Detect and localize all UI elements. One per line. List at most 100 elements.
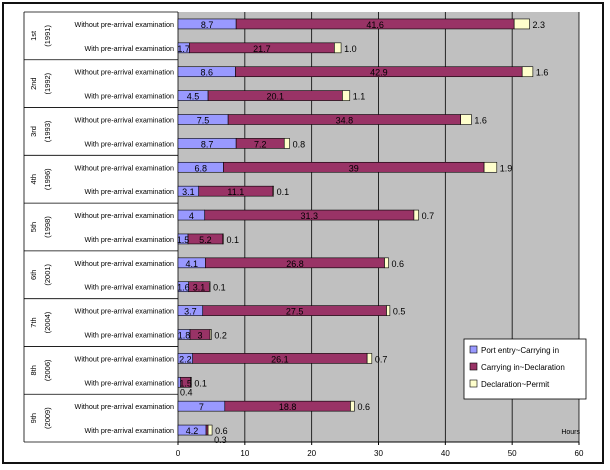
category-label: With pre-arrival examination	[85, 378, 174, 387]
x-tick-label: 60	[575, 449, 584, 458]
value-label: 1.5	[177, 235, 190, 245]
category-label: Without pre-arrival examination	[75, 116, 174, 125]
category-label: With pre-arrival examination	[85, 92, 174, 101]
value-label: 0.6	[357, 402, 370, 412]
value-label: 0.1	[277, 187, 290, 197]
x-axis-label: Hours	[561, 429, 580, 436]
value-label: 7.5	[197, 116, 210, 126]
legend-swatch	[469, 362, 478, 371]
legend-swatch	[469, 379, 478, 388]
value-label: 1.9	[500, 163, 513, 173]
value-label: 0.2	[214, 331, 227, 341]
value-label: 1.6	[474, 116, 487, 126]
group-survey-label: 2nd	[29, 77, 38, 90]
value-label: 2.2	[179, 354, 192, 364]
legend-swatch	[469, 345, 478, 354]
category-label: Without pre-arrival examination	[75, 307, 174, 316]
value-label: 0.7	[422, 211, 435, 221]
category-label: Without pre-arrival examination	[75, 402, 174, 411]
value-label: 5.2	[199, 235, 212, 245]
bar-segment	[513, 18, 530, 30]
value-label: 4.1	[185, 259, 198, 269]
bar-segment	[413, 209, 419, 221]
category-label: Without pre-arrival examination	[75, 163, 174, 172]
value-label: 2.3	[533, 20, 546, 30]
group-survey-label: 7th	[29, 317, 38, 327]
category-label: With pre-arrival examination	[85, 187, 174, 196]
value-label: 7.2	[254, 139, 267, 149]
legend-box	[463, 338, 587, 400]
value-label: 21.7	[253, 44, 271, 54]
group-labels: 1st (1991) 2nd (1992) 3rd (1993) 4th (1996) 5th (…	[29, 25, 52, 429]
x-tick-label: 40	[441, 449, 450, 458]
group-survey-label: 8th	[29, 365, 38, 375]
bar-segment	[366, 353, 373, 364]
group-year-label: (2009)	[43, 407, 52, 429]
group-survey-label: 4th	[29, 174, 38, 184]
value-label: 1.6	[536, 68, 549, 78]
value-label: 0.1	[213, 283, 226, 293]
x-tick-label: 50	[508, 449, 517, 458]
bar-segment	[521, 66, 534, 78]
x-tick-label: 30	[374, 449, 383, 458]
group-year-label: (1993)	[43, 120, 52, 142]
category-label: With pre-arrival examination	[85, 235, 174, 244]
value-label: 1.7	[177, 44, 190, 54]
bar-segment	[350, 400, 355, 412]
value-label: 42.9	[370, 68, 388, 78]
value-label: 8.6	[200, 68, 213, 78]
legend-label: Carrying in~Declaration	[481, 363, 565, 372]
group-year-label: (1998)	[43, 216, 52, 238]
value-label: 1.1	[353, 92, 366, 102]
bar-segment	[342, 90, 351, 101]
group-year-label: (2004)	[43, 311, 52, 333]
bar-segment	[334, 42, 342, 54]
value-label: 0.7	[375, 354, 388, 364]
value-label: 39	[349, 163, 359, 173]
bar-segment	[209, 329, 212, 340]
bar-segment	[222, 233, 224, 245]
group-year-label: (2001)	[43, 263, 52, 285]
x-tick-label: 10	[240, 449, 249, 458]
group-year-label: (1991)	[43, 25, 52, 47]
bar-segment	[283, 138, 290, 149]
group-survey-label: 3rd	[29, 126, 38, 137]
bar-segment	[209, 281, 211, 293]
value-label: 27.5	[286, 307, 304, 317]
value-label: 1.0	[344, 44, 357, 54]
bar-segment	[483, 161, 498, 173]
category-label: Without pre-arrival examination	[75, 354, 174, 363]
value-label: 34.8	[336, 116, 354, 126]
stacked-bar-chart: Without pre-arrival examination With pre-…	[23, 11, 587, 458]
group-year-label: (2006)	[43, 359, 52, 381]
value-label: 0.6	[392, 259, 405, 269]
value-label: 26.1	[271, 354, 289, 364]
category-label: Without pre-arrival examination	[75, 211, 174, 220]
value-label: 3.7	[184, 307, 197, 317]
bars	[177, 18, 534, 436]
group-survey-label: 9th	[29, 413, 38, 423]
group-year-label: (1992)	[43, 72, 52, 94]
value-label: 41.6	[366, 20, 384, 30]
bar-segment	[386, 305, 391, 316]
bar-segment	[190, 376, 192, 388]
value-label: 0.8	[293, 139, 306, 149]
group-dividers	[23, 11, 178, 443]
value-label: 11.1	[227, 187, 244, 197]
bar-segment	[272, 185, 274, 197]
group-survey-label: 6th	[29, 270, 38, 280]
category-label: With pre-arrival examination	[85, 44, 174, 53]
category-label: With pre-arrival examination	[85, 139, 174, 148]
bar-segment	[205, 424, 209, 436]
legend-label: Declaration~Permit	[481, 380, 550, 389]
value-labels: 8.7 41.6 2.31.7 21.7 1.08.6 42.9 1.64.5 20.1 1.1…	[177, 20, 549, 445]
bar-segment	[460, 114, 472, 125]
value-label: 1.8	[178, 331, 191, 341]
bar-segment	[384, 257, 389, 269]
group-survey-label: 5th	[29, 222, 38, 232]
value-label: 1.5	[179, 378, 192, 388]
legend-label: Port entry~Carrying in	[481, 346, 559, 355]
value-label: 8.7	[201, 139, 214, 149]
group-survey-label: 1st	[29, 30, 38, 41]
x-tick-label: 20	[307, 449, 316, 458]
